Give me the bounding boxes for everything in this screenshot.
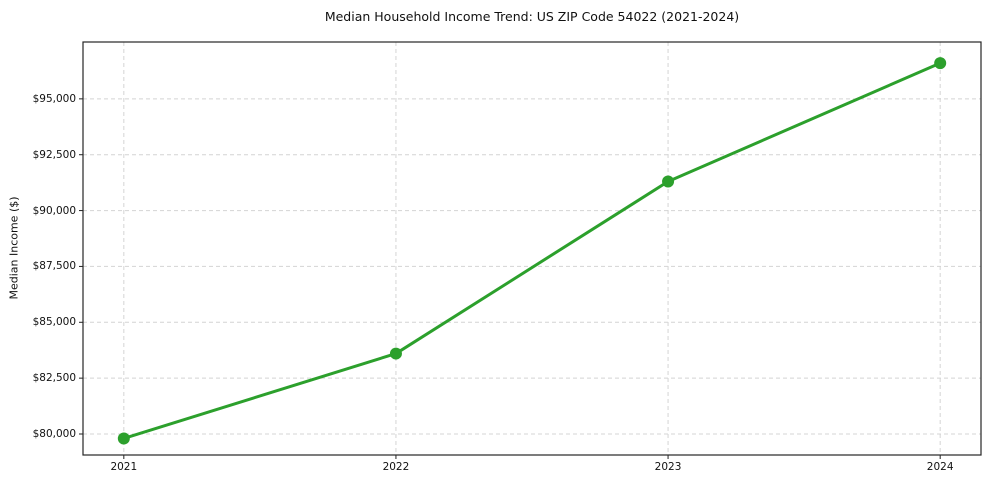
data-point-2024 bbox=[934, 57, 947, 70]
y-tick-label: $90,000 bbox=[32, 204, 76, 217]
x-tick-label: 2024 bbox=[926, 461, 954, 473]
data-point-2021 bbox=[117, 432, 130, 445]
y-tick-label: $85,000 bbox=[32, 316, 76, 329]
chart-title: Median Household Income Trend: US ZIP Co… bbox=[324, 9, 740, 24]
income-trend-line bbox=[122, 61, 942, 440]
x-tick-label: 2021 bbox=[110, 461, 138, 473]
y-tick-label: $92,500 bbox=[32, 148, 76, 161]
x-tick-label: 2022 bbox=[382, 461, 410, 473]
data-point-2022 bbox=[389, 347, 402, 360]
x-tick-label: 2023 bbox=[654, 461, 682, 473]
y-tick-label: $82,500 bbox=[32, 372, 76, 385]
y-tick-label: $95,000 bbox=[32, 92, 76, 105]
plot-border bbox=[82, 41, 982, 456]
y-tick-label: $80,000 bbox=[32, 427, 76, 440]
y-tick-label: $87,500 bbox=[32, 260, 76, 273]
data-point-2023 bbox=[662, 175, 675, 188]
